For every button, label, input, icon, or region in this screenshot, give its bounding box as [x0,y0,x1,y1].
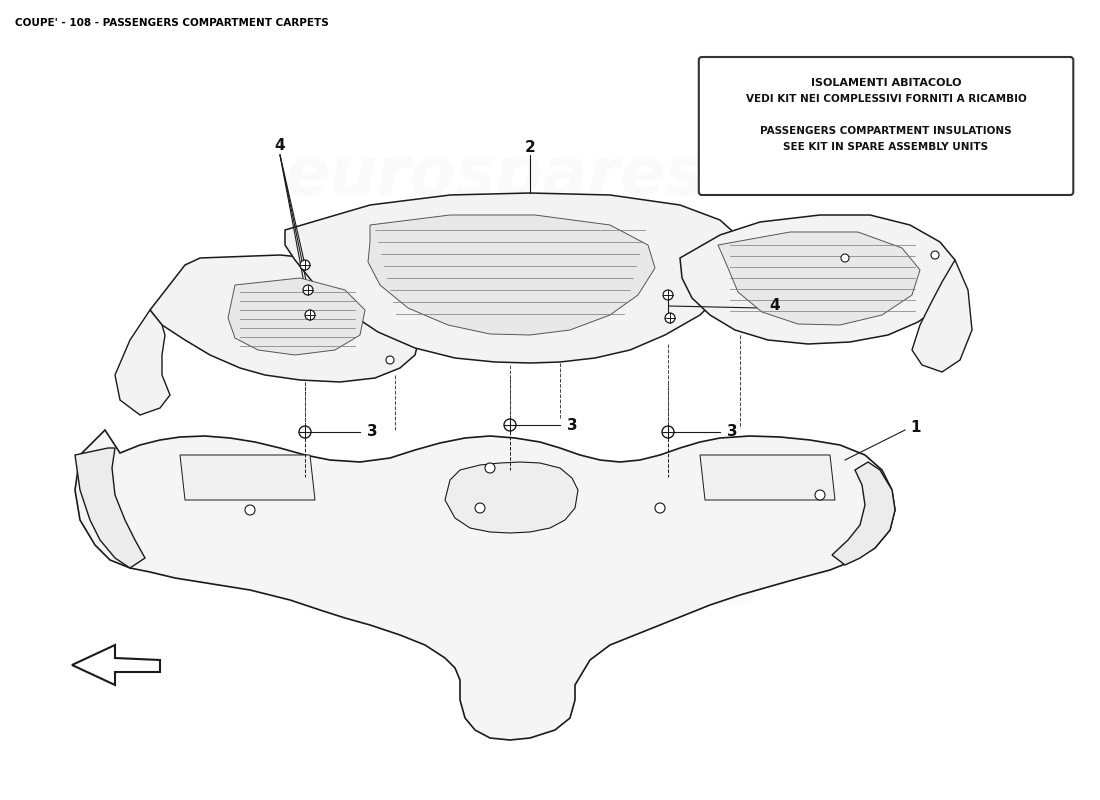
Text: eurospares: eurospares [284,143,706,209]
Polygon shape [72,645,160,685]
Text: eurospares: eurospares [339,551,761,617]
Polygon shape [228,278,365,355]
Text: 2: 2 [525,141,536,155]
Polygon shape [832,462,895,565]
Polygon shape [75,430,895,740]
Circle shape [386,356,394,364]
Circle shape [485,463,495,473]
Circle shape [245,505,255,515]
Polygon shape [150,255,420,382]
Polygon shape [446,462,578,533]
Circle shape [662,426,674,438]
FancyBboxPatch shape [698,57,1074,195]
Polygon shape [700,455,835,500]
Circle shape [504,419,516,431]
Text: ISOLAMENTI ABITACOLO: ISOLAMENTI ABITACOLO [811,78,961,88]
Circle shape [299,426,311,438]
Circle shape [815,490,825,500]
Polygon shape [116,310,170,415]
Text: 1: 1 [911,421,922,435]
Text: VEDI KIT NEI COMPLESSIVI FORNITI A RICAMBIO: VEDI KIT NEI COMPLESSIVI FORNITI A RICAM… [746,94,1026,104]
Text: SEE KIT IN SPARE ASSEMBLY UNITS: SEE KIT IN SPARE ASSEMBLY UNITS [783,142,989,152]
Circle shape [931,251,939,259]
Polygon shape [680,215,955,344]
Polygon shape [368,215,654,335]
Circle shape [654,503,666,513]
Polygon shape [180,455,315,500]
Circle shape [300,260,310,270]
Text: PASSENGERS COMPARTMENT INSULATIONS: PASSENGERS COMPARTMENT INSULATIONS [760,126,1012,136]
Text: 3: 3 [366,425,377,439]
Text: 4: 4 [275,138,285,153]
Polygon shape [285,193,740,363]
Text: COUPE' - 108 - PASSENGERS COMPARTMENT CARPETS: COUPE' - 108 - PASSENGERS COMPARTMENT CA… [15,18,329,28]
Circle shape [842,254,849,262]
Circle shape [475,503,485,513]
Text: 3: 3 [727,425,737,439]
Polygon shape [912,260,972,372]
Text: 4: 4 [770,298,780,314]
Text: 3: 3 [566,418,578,433]
Circle shape [302,285,313,295]
Polygon shape [75,448,145,568]
Circle shape [666,313,675,323]
Polygon shape [718,232,920,325]
Circle shape [305,310,315,320]
Circle shape [663,290,673,300]
